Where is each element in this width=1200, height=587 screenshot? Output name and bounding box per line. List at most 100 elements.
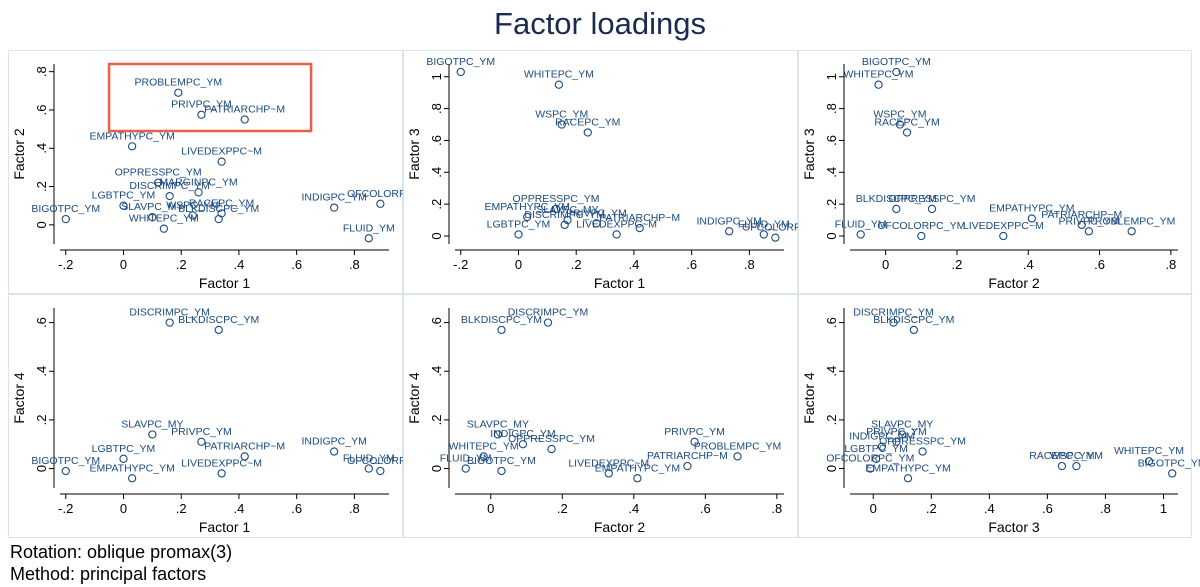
x-tick-label: .8 xyxy=(744,257,755,272)
point-label: FLUID_YM xyxy=(343,222,395,234)
point-label: INDIGPC_YM xyxy=(301,436,366,448)
point-label: BIGOTPC_YM xyxy=(862,56,931,68)
x-tick-label: .4 xyxy=(234,501,245,516)
x-tick-label: .4 xyxy=(629,257,640,272)
data-point xyxy=(892,204,901,214)
data-point xyxy=(522,212,532,222)
y-tick-label: 1 xyxy=(824,73,839,80)
point-label: DISCRIMPC_YM xyxy=(129,307,210,319)
x-tick-label: 0 xyxy=(487,501,494,516)
point-label: BLKDISCPC_YM xyxy=(178,203,259,215)
x-axis-label: Factor 2 xyxy=(594,519,646,535)
data-point xyxy=(364,234,373,243)
point-label: LIVEDEXPPC~M xyxy=(963,220,1044,232)
data-point xyxy=(612,230,621,239)
x-tick-label: -.2 xyxy=(58,257,73,272)
y-tick-label: .4 xyxy=(824,167,839,178)
x-tick-label: 0 xyxy=(120,257,127,272)
y-axis-label: Factor 4 xyxy=(801,372,817,424)
data-point xyxy=(456,67,465,77)
point-label: PRIVPC_YM xyxy=(171,426,232,438)
x-tick-label: 0 xyxy=(870,501,877,516)
data-point xyxy=(159,224,169,233)
point-label: PRIVPC_YM xyxy=(664,426,725,438)
y-axis-label: Factor 4 xyxy=(11,372,27,424)
point-label: PRIVPC_YM xyxy=(171,99,232,111)
data-point xyxy=(214,214,223,224)
x-tick-label: .8 xyxy=(349,501,360,516)
data-point xyxy=(759,230,768,239)
point-label: EMPATHYPC_YM xyxy=(484,201,569,213)
point-label: SLAVPC_MY xyxy=(121,201,183,213)
y-tick-label: .8 xyxy=(429,103,444,114)
point-label: FLUID_YM xyxy=(835,218,887,230)
data-point xyxy=(1144,457,1154,466)
x-tick-label: .4 xyxy=(1023,257,1034,272)
chart-notes: Rotation: oblique promax(3) Method: prin… xyxy=(10,541,232,585)
x-tick-label: 0 xyxy=(120,501,127,516)
y-axis-label: Factor 4 xyxy=(406,372,422,424)
y-tick-label: .6 xyxy=(34,317,49,328)
point-label: BIGOTPC_YM xyxy=(426,56,495,68)
x-tick-label: .8 xyxy=(1100,501,1111,516)
point-label: PATRIARCHP~M xyxy=(599,212,680,224)
data-point xyxy=(633,474,642,483)
y-tick-label: 0 xyxy=(824,232,839,239)
point-label: WHITEPC_YM xyxy=(844,69,914,81)
data-point xyxy=(148,430,157,439)
point-label: WSPC_YM xyxy=(535,109,588,121)
panel-frame xyxy=(403,294,798,538)
x-tick-label: .2 xyxy=(571,257,582,272)
data-point xyxy=(918,447,927,456)
panel-frame xyxy=(798,294,1192,538)
point-label: PROBLEMPC_YM xyxy=(135,77,223,89)
y-tick-label: .4 xyxy=(429,366,444,377)
data-point xyxy=(903,474,913,483)
data-point xyxy=(174,88,183,97)
data-point xyxy=(902,128,912,137)
x-tick-label: 0 xyxy=(515,257,522,272)
x-tick-label: .6 xyxy=(291,501,302,516)
point-label: PATRIARCHP~M xyxy=(204,440,285,452)
point-label: INDIGPC_YM xyxy=(301,192,366,204)
data-point xyxy=(188,211,197,220)
x-tick-label: -.2 xyxy=(58,501,73,516)
data-point xyxy=(61,214,70,224)
data-point xyxy=(1127,227,1136,236)
point-label: OPPRESSPC_YM xyxy=(508,433,595,445)
point-label: WHITEPC_YM xyxy=(524,69,594,81)
point-label: OFCOLORPC_YM xyxy=(877,220,965,232)
point-label: BIGOTPC_YM xyxy=(1138,457,1200,469)
data-point xyxy=(376,466,385,476)
point-label: LGBTPC_YM xyxy=(487,218,551,230)
panel-frame xyxy=(798,50,1192,294)
point-label: BLKDISCPC_YM xyxy=(461,314,542,326)
data-point xyxy=(635,223,644,233)
point-label: WHITEPC_YM xyxy=(1114,445,1184,457)
data-point xyxy=(214,325,223,335)
data-point xyxy=(497,325,506,335)
point-label: BIGOTPC_YM xyxy=(467,455,536,467)
x-tick-label: .6 xyxy=(1094,257,1105,272)
point-label: OPPRESSPC_YM xyxy=(115,167,202,179)
y-tick-label: .8 xyxy=(34,66,49,77)
point-label: WSPC_YM xyxy=(166,199,219,211)
panel-5: 0 .2 .4 .6 .8 0 .2 .4 .6 Factor 2 Factor 4 DISCRIMP… xyxy=(403,294,798,538)
data-point xyxy=(518,440,528,449)
data-point xyxy=(1077,220,1086,230)
data-point xyxy=(197,437,206,446)
point-label: BLKDISCPC_YM xyxy=(873,314,954,326)
point-label: BIGOTPC_YM xyxy=(31,203,100,215)
data-point xyxy=(119,454,128,463)
data-point xyxy=(892,437,901,446)
point-label: PATRIARCHP~M xyxy=(1041,209,1122,221)
y-tick-label: 0 xyxy=(429,465,444,472)
y-tick-label: .2 xyxy=(429,414,444,425)
point-label: INDIGPC_YM xyxy=(696,215,761,227)
x-tick-label: .6 xyxy=(700,501,711,516)
y-tick-label: .6 xyxy=(824,135,839,146)
data-point xyxy=(127,142,137,151)
highlight-box xyxy=(107,62,313,133)
data-point xyxy=(217,157,226,166)
